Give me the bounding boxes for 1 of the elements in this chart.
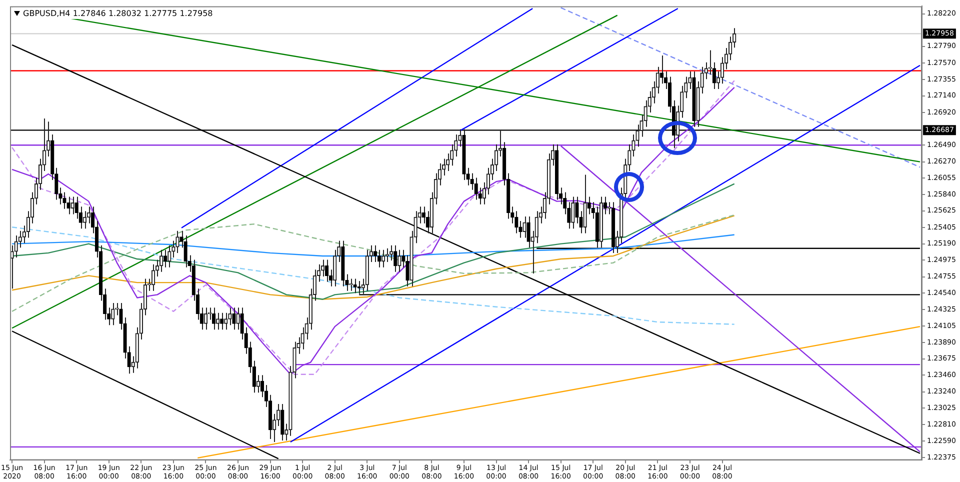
chart-title: GBPUSD,H4 1.27846 1.28032 1.27775 1.27958 <box>23 9 213 18</box>
